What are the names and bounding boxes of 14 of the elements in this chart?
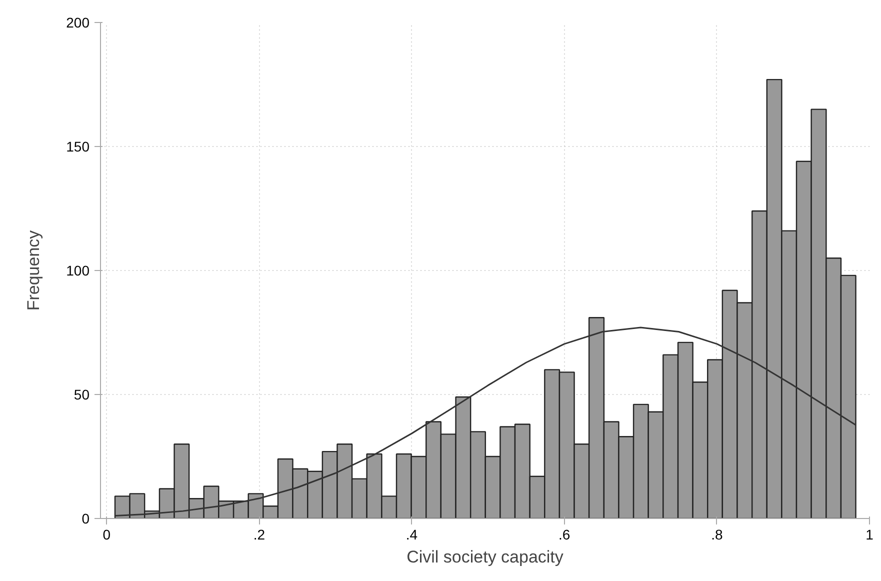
y-axis-title: Frequency	[24, 230, 44, 311]
x-tick-label: .4	[406, 526, 418, 542]
x-tick-label: .8	[711, 526, 723, 542]
x-axis-title: Civil society capacity	[406, 548, 564, 566]
x-tick-label: .2	[253, 526, 266, 542]
y-tick-label: 0	[82, 510, 90, 526]
y-tick-label: 200	[66, 14, 90, 30]
x-tick-label: 1	[866, 526, 874, 542]
y-tick-label: 50	[74, 386, 90, 402]
y-tick-label: 100	[66, 262, 90, 278]
line-series	[114, 326, 857, 517]
y-tick-label: 150	[66, 138, 90, 154]
x-tick-label: .6	[558, 526, 570, 542]
x-tick-label: 0	[102, 526, 111, 542]
